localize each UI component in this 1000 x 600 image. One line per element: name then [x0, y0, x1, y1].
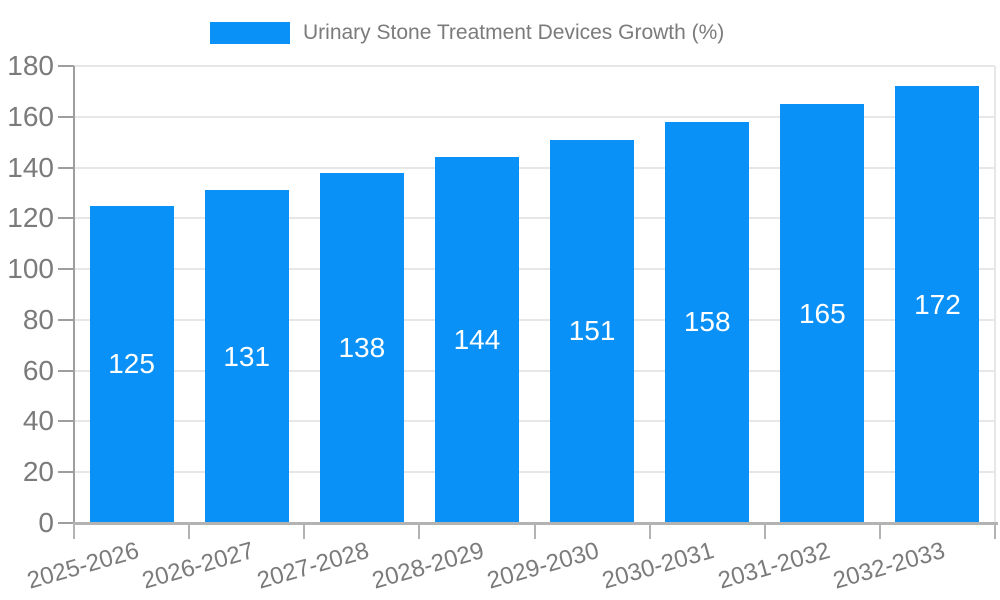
y-axis-tick	[58, 115, 74, 118]
bar-2031-2032[interactable]: 165	[780, 104, 865, 523]
bar-2028-2029[interactable]: 144	[434, 157, 519, 523]
x-axis-label: 2025-2026	[23, 537, 142, 595]
y-axis-tick	[58, 522, 74, 524]
y-axis-tick	[58, 166, 74, 169]
y-axis-label: 180	[7, 50, 54, 81]
bar-2030-2031[interactable]: 158	[665, 121, 750, 523]
bar-value-label: 158	[683, 306, 731, 338]
x-axis-line	[73, 522, 998, 525]
x-axis-label: 2026-2027	[139, 537, 257, 595]
bar-value-label: 131	[223, 340, 271, 372]
y-axis-label: 80	[22, 303, 54, 335]
gridline	[74, 318, 995, 321]
x-axis-tick	[73, 523, 75, 539]
y-axis-label: 40	[22, 405, 54, 437]
y-axis-label: 60	[22, 354, 54, 386]
gridline	[74, 420, 995, 423]
bar-value-label: 151	[568, 315, 616, 347]
bar-value-label: 125	[108, 348, 155, 380]
bar-2029-2030[interactable]: 151	[550, 139, 635, 523]
x-axis-label: 2031-2032	[714, 537, 833, 595]
y-axis-tick	[58, 369, 74, 372]
gridline	[74, 369, 995, 372]
bar-2025-2026[interactable]: 125	[89, 205, 174, 523]
x-axis-tick	[533, 523, 536, 539]
x-axis-label: 2029-2030	[484, 537, 603, 595]
bar-2026-2027[interactable]: 131	[204, 190, 289, 523]
legend[interactable]: Urinary Stone Treatment Devices Growth (…	[210, 21, 724, 45]
y-axis-tick	[58, 318, 74, 321]
x-axis-tick	[418, 523, 421, 539]
x-axis-label: 2028-2029	[369, 537, 488, 595]
y-axis-tick	[58, 65, 74, 67]
y-axis-tick	[58, 268, 74, 271]
x-axis-tick	[878, 523, 881, 539]
x-axis-tick	[763, 523, 766, 539]
y-axis-label: 100	[7, 253, 54, 285]
y-axis-tick	[58, 471, 74, 474]
y-axis-label: 120	[7, 202, 54, 234]
bar-2027-2028[interactable]: 138	[319, 172, 404, 523]
bar-value-label: 138	[338, 331, 386, 363]
x-axis-tick	[303, 523, 306, 539]
x-axis-label: 2030-2031	[599, 537, 718, 595]
plot-right-border	[994, 66, 996, 523]
bar-value-label: 144	[453, 324, 501, 356]
x-axis-label: 2027-2028	[254, 537, 372, 595]
gridline	[74, 471, 995, 474]
y-axis-label: 20	[22, 456, 54, 488]
y-axis-tick	[58, 217, 74, 220]
gridline	[74, 115, 995, 118]
y-axis-line	[73, 66, 75, 523]
x-axis-tick	[648, 523, 651, 539]
legend-label: Urinary Stone Treatment Devices Growth (…	[303, 21, 725, 44]
x-axis-label: 2032-2033	[829, 537, 948, 595]
x-axis-tick	[994, 523, 996, 539]
y-axis-label: 160	[7, 100, 54, 132]
y-axis-tick	[58, 420, 74, 423]
gridline	[74, 268, 995, 271]
bar-value-label: 165	[798, 297, 846, 329]
legend-swatch-icon	[210, 22, 290, 44]
gridline	[74, 166, 995, 169]
bar-2032-2033[interactable]: 172	[895, 86, 980, 523]
y-axis-label: 140	[7, 151, 54, 183]
y-axis-label: 0	[38, 507, 54, 538]
gridline	[74, 217, 995, 220]
gridline	[74, 65, 995, 67]
x-axis-tick	[188, 523, 191, 539]
bar-value-label: 172	[914, 288, 961, 320]
